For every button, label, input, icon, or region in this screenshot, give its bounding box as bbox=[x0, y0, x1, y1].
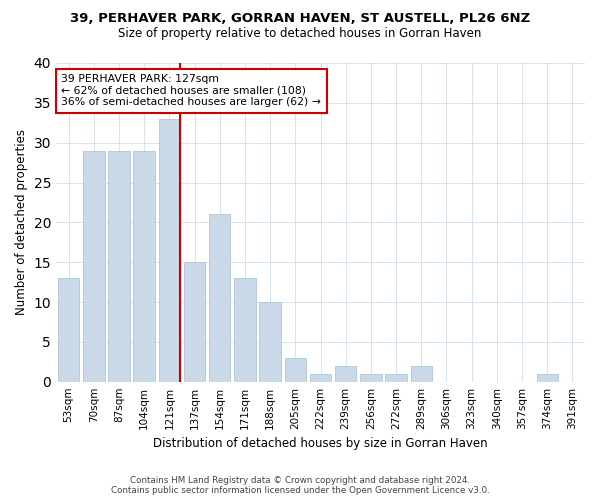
Bar bbox=[109, 150, 130, 382]
Bar bbox=[310, 374, 331, 382]
X-axis label: Distribution of detached houses by size in Gorran Haven: Distribution of detached houses by size … bbox=[153, 437, 488, 450]
Bar bbox=[133, 150, 155, 382]
Bar bbox=[360, 374, 382, 382]
Bar bbox=[184, 262, 205, 382]
Y-axis label: Number of detached properties: Number of detached properties bbox=[15, 130, 28, 316]
Bar bbox=[209, 214, 230, 382]
Bar bbox=[259, 302, 281, 382]
Bar bbox=[385, 374, 407, 382]
Bar bbox=[410, 366, 432, 382]
Bar bbox=[83, 150, 104, 382]
Bar bbox=[335, 366, 356, 382]
Text: Contains HM Land Registry data © Crown copyright and database right 2024.
Contai: Contains HM Land Registry data © Crown c… bbox=[110, 476, 490, 495]
Bar bbox=[58, 278, 79, 382]
Bar bbox=[284, 358, 306, 382]
Text: 39, PERHAVER PARK, GORRAN HAVEN, ST AUSTELL, PL26 6NZ: 39, PERHAVER PARK, GORRAN HAVEN, ST AUST… bbox=[70, 12, 530, 26]
Bar bbox=[234, 278, 256, 382]
Bar bbox=[536, 374, 558, 382]
Bar bbox=[158, 119, 180, 382]
Text: 39 PERHAVER PARK: 127sqm
← 62% of detached houses are smaller (108)
36% of semi-: 39 PERHAVER PARK: 127sqm ← 62% of detach… bbox=[61, 74, 321, 108]
Text: Size of property relative to detached houses in Gorran Haven: Size of property relative to detached ho… bbox=[118, 28, 482, 40]
